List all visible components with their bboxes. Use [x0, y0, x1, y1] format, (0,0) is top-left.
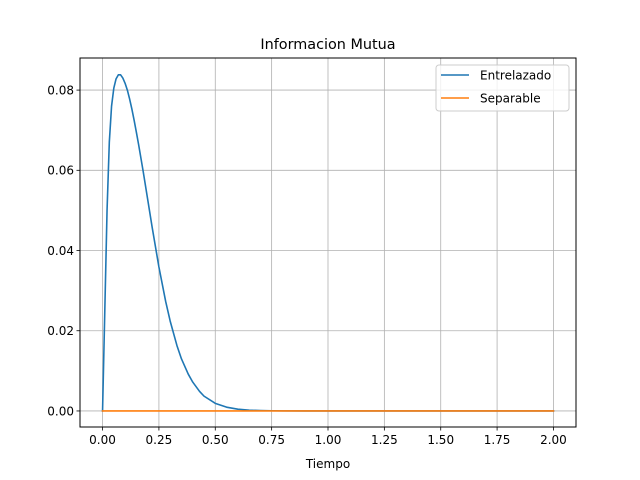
y-tick-label: 0.04: [47, 244, 74, 258]
plot-series: [101, 74, 555, 412]
y-tick-label: 0.00: [47, 404, 74, 418]
legend-label-entrelazado: Entrelazado: [480, 69, 551, 83]
x-tick-label: 1.50: [427, 433, 454, 447]
x-tick-label: 2.00: [540, 433, 567, 447]
x-tick-label: 1.75: [484, 433, 511, 447]
legend: Entrelazado Separable: [435, 64, 570, 112]
x-tick-label: 1.00: [315, 433, 342, 447]
x-axis-label: Tiempo: [305, 457, 350, 471]
y-tick-label: 0.02: [47, 324, 74, 338]
axis-ticks: 0.00 0.25 0.50 0.75 1.00 1.25 1.50 1.75 2.00 0.00…: [47, 83, 567, 447]
x-tick-label: 1.25: [371, 433, 398, 447]
y-tick-label: 0.06: [47, 164, 74, 178]
x-tick-label: 0.50: [202, 433, 229, 447]
x-tick-label: 0.75: [258, 433, 285, 447]
legend-box: [435, 64, 570, 112]
chart-title: Informacion Mutua: [260, 37, 395, 53]
x-tick-label: 0.00: [89, 433, 116, 447]
y-tick-label: 0.08: [47, 83, 74, 97]
legend-label-separable: Separable: [480, 92, 541, 106]
x-tick-label: 0.25: [146, 433, 173, 447]
